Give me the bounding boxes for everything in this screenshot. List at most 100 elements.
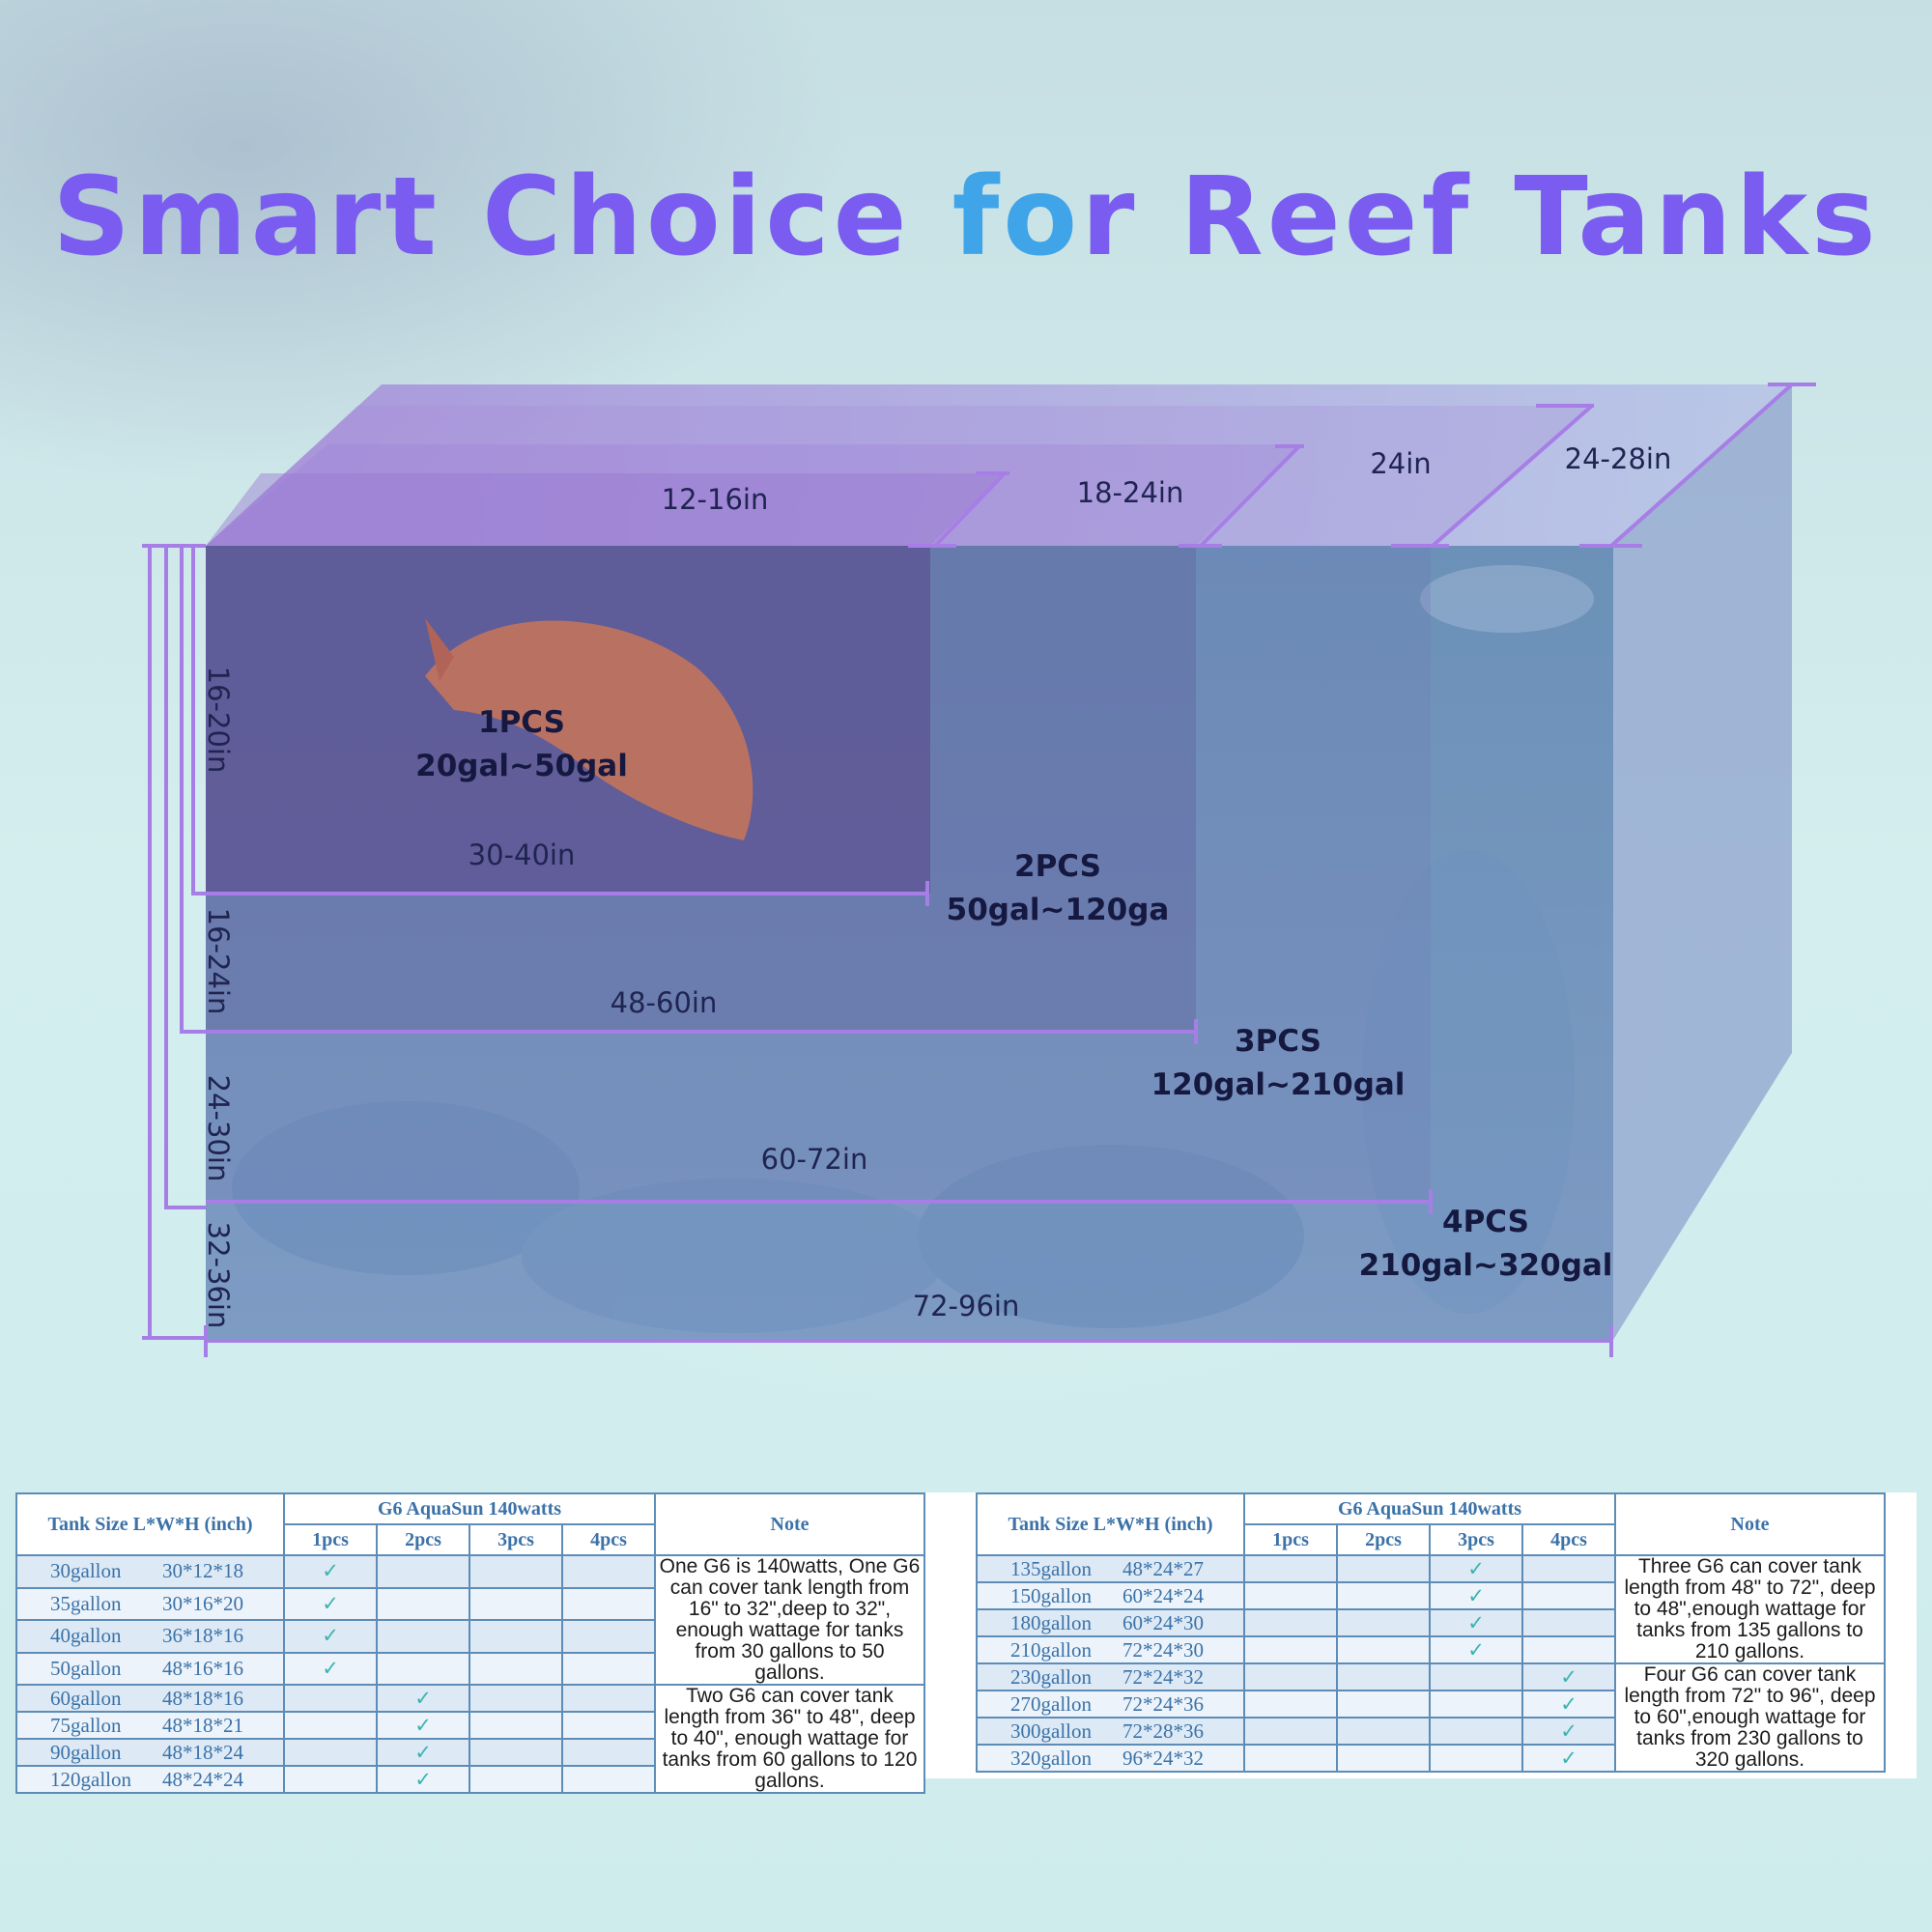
pcs-2-cell bbox=[1336, 1717, 1431, 1746]
table-row: 40gallon 36*18*16 ✓ bbox=[15, 1619, 924, 1654]
tank-size-cell: 300gallon 72*28*36 bbox=[976, 1717, 1245, 1746]
table-row: 90gallon 48*18*24 ✓ bbox=[15, 1738, 924, 1767]
checkmark-icon: ✓ bbox=[1560, 1664, 1577, 1689]
pcs-3-cell: ✓ bbox=[1429, 1635, 1523, 1664]
pcs-4-cell: ✓ bbox=[1521, 1717, 1616, 1746]
pcs-4-cell bbox=[1521, 1635, 1616, 1664]
pcs-2-cell: ✓ bbox=[376, 1738, 470, 1767]
tank-size-cell: 90gallon 48*18*24 bbox=[15, 1738, 285, 1767]
pcs-1-cell bbox=[1243, 1690, 1338, 1719]
tank-side-face bbox=[1613, 384, 1792, 1340]
pcs-3-cell bbox=[1429, 1662, 1523, 1691]
top-tier-1 bbox=[206, 473, 1005, 546]
pcs-3-cell bbox=[469, 1586, 563, 1621]
pcs-4-cell bbox=[561, 1554, 656, 1589]
fish-illustration bbox=[425, 618, 753, 840]
pcs-4-cell bbox=[561, 1684, 656, 1713]
pcs-2-cell: ✓ bbox=[376, 1684, 470, 1713]
tier-4-range: 210gal~320gal bbox=[1359, 1248, 1613, 1283]
tank-size-cell: 120gallon 48*24*24 bbox=[15, 1765, 285, 1794]
table-row: 120gallon 48*24*24 ✓ bbox=[15, 1765, 924, 1794]
height-label-3: 24-30in bbox=[202, 1075, 235, 1182]
tank-size-cell: 60gallon 48*18*16 bbox=[15, 1684, 285, 1713]
pcs-3-cell bbox=[1429, 1744, 1523, 1773]
pcs-3-cell: ✓ bbox=[1429, 1554, 1523, 1583]
pcs-4-cell bbox=[561, 1586, 656, 1621]
header-3pcs: 3pcs bbox=[1429, 1523, 1523, 1556]
pcs-1-cell bbox=[283, 1738, 378, 1767]
header-note: Note bbox=[654, 1492, 925, 1556]
gallon-value: 90gallon bbox=[50, 1740, 122, 1764]
gallon-value: 135gallon bbox=[1010, 1556, 1092, 1580]
table-row: 270gallon 72*24*36 ✓ bbox=[976, 1690, 1885, 1719]
checkmark-icon: ✓ bbox=[414, 1713, 432, 1737]
height-label-2: 16-24in bbox=[202, 908, 235, 1015]
tier-2-range: 50gal~120ga bbox=[947, 893, 1170, 927]
checkmark-icon: ✓ bbox=[1560, 1719, 1577, 1743]
dimensions-value: 60*24*24 bbox=[1122, 1583, 1204, 1607]
pcs-3-cell: ✓ bbox=[1429, 1581, 1523, 1610]
pcs-3-cell bbox=[469, 1711, 563, 1740]
gallon-value: 270gallon bbox=[1010, 1691, 1092, 1716]
height-label-1: 16-20in bbox=[202, 667, 235, 774]
pcs-3-cell: ✓ bbox=[1429, 1608, 1523, 1637]
pcs-1-cell: ✓ bbox=[283, 1586, 378, 1621]
pcs-4-cell bbox=[1521, 1581, 1616, 1610]
dimensions-value: 48*24*24 bbox=[162, 1767, 243, 1791]
gallon-value: 120gallon bbox=[50, 1767, 131, 1791]
tank-size-cell: 210gallon 72*24*30 bbox=[976, 1635, 1245, 1664]
tank-size-cell: 40gallon 36*18*16 bbox=[15, 1619, 285, 1654]
checkmark-icon: ✓ bbox=[1467, 1583, 1485, 1607]
tier-1-range: 20gal~50gal bbox=[415, 749, 628, 783]
dimensions-value: 48*16*16 bbox=[162, 1656, 243, 1680]
table-row: 50gallon 48*16*16 ✓ bbox=[15, 1651, 924, 1686]
gallon-value: 30gallon bbox=[50, 1559, 122, 1583]
header-tank-size: Tank Size L*W*H (inch) bbox=[15, 1492, 285, 1556]
checkmark-icon: ✓ bbox=[322, 1591, 339, 1615]
header-tank-size: Tank Size L*W*H (inch) bbox=[976, 1492, 1245, 1556]
checkmark-icon: ✓ bbox=[1560, 1691, 1577, 1716]
gallon-value: 150gallon bbox=[1010, 1583, 1092, 1607]
dimensions-value: 48*18*21 bbox=[162, 1713, 243, 1737]
pcs-4-cell: ✓ bbox=[1521, 1744, 1616, 1773]
pcs-4-cell bbox=[1521, 1608, 1616, 1637]
tier-1-count: 1PCS bbox=[478, 705, 565, 740]
checkmark-icon: ✓ bbox=[1467, 1637, 1485, 1662]
header-4pcs: 4pcs bbox=[1521, 1523, 1616, 1556]
pcs-4-cell bbox=[1521, 1554, 1616, 1583]
checkmark-icon: ✓ bbox=[1560, 1746, 1577, 1770]
checkmark-icon: ✓ bbox=[1467, 1556, 1485, 1580]
dimensions-value: 48*24*27 bbox=[1122, 1556, 1204, 1580]
pcs-2-cell bbox=[376, 1619, 470, 1654]
checkmark-icon: ✓ bbox=[322, 1624, 339, 1648]
pcs-3-cell bbox=[469, 1554, 563, 1589]
gallon-value: 300gallon bbox=[1010, 1719, 1092, 1743]
tank-top-face bbox=[206, 384, 1792, 546]
pcs-4-cell bbox=[561, 1765, 656, 1794]
top-tier-3 bbox=[206, 406, 1594, 546]
gallon-value: 35gallon bbox=[50, 1591, 122, 1615]
dimensions-value: 72*24*30 bbox=[1122, 1637, 1204, 1662]
gallon-value: 230gallon bbox=[1010, 1664, 1092, 1689]
gallon-value: 50gallon bbox=[50, 1656, 122, 1680]
gallon-value: 180gallon bbox=[1010, 1610, 1092, 1634]
tier-3-range: 120gal~210gal bbox=[1151, 1067, 1406, 1102]
pcs-1-cell: ✓ bbox=[283, 1619, 378, 1654]
tank-size-cell: 50gallon 48*16*16 bbox=[15, 1651, 285, 1686]
tier-2-count: 2PCS bbox=[1014, 849, 1101, 884]
height-dimension-lines bbox=[142, 544, 206, 1340]
gallon-value: 210gallon bbox=[1010, 1637, 1092, 1662]
header-2pcs: 2pcs bbox=[376, 1523, 470, 1556]
pcs-1-cell bbox=[1243, 1608, 1338, 1637]
dimensions-value: 48*18*24 bbox=[162, 1740, 243, 1764]
note-cell: Four G6 can cover tank length from 72" t… bbox=[1614, 1662, 1886, 1773]
width-label-2: 18-24in bbox=[1077, 476, 1184, 509]
spec-tables: Tank Size L*W*H (inch) G6 AquaSun 140wat… bbox=[15, 1492, 1917, 1794]
reef-scenery bbox=[232, 565, 1594, 1333]
pcs-3-cell bbox=[1429, 1717, 1523, 1746]
tank-size-cell: 150gallon 60*24*24 bbox=[976, 1581, 1245, 1610]
tank-size-cell: 135gallon 48*24*27 bbox=[976, 1554, 1245, 1583]
header-product: G6 AquaSun 140watts bbox=[1243, 1492, 1616, 1525]
pcs-3-cell bbox=[1429, 1690, 1523, 1719]
length-label-4: 72-96in bbox=[913, 1290, 1020, 1322]
